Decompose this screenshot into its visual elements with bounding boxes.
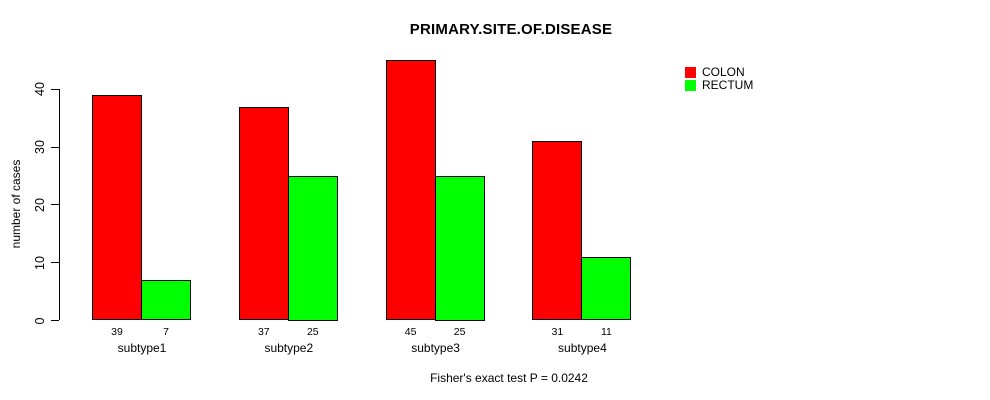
legend-item-rectum: RECTUM	[685, 79, 753, 92]
legend-label: RECTUM	[702, 78, 754, 92]
annotation-text: Fisher's exact test P = 0.0242	[430, 371, 588, 385]
legend: COLON RECTUM	[685, 66, 753, 92]
x-axis-category-label: subtype1	[117, 341, 167, 355]
legend-label: COLON	[702, 65, 745, 79]
x-axis-category-label: subtype4	[558, 341, 607, 355]
bar-rectum-subtype4	[581, 256, 632, 321]
bar-count-label: 25	[453, 326, 466, 338]
y-axis-tick-label: 30	[33, 140, 47, 155]
bar-colon-subtype2	[238, 106, 289, 321]
bar-colon-subtype3	[385, 60, 436, 321]
y-axis-line	[59, 89, 60, 321]
y-axis-tick-label: 0	[33, 317, 47, 324]
bar-count-label: 31	[551, 326, 564, 338]
y-axis-tick	[51, 88, 59, 90]
y-axis-tick	[51, 146, 59, 148]
bar-rectum-subtype2	[287, 176, 338, 321]
bar-count-label: 45	[404, 326, 417, 338]
bar-count-label: 7	[163, 326, 169, 338]
bar-colon-subtype4	[532, 141, 583, 321]
y-axis-tick-label: 20	[33, 197, 47, 212]
bar-count-label: 11	[600, 326, 612, 338]
y-axis-tick	[51, 262, 59, 264]
bar-count-label: 25	[306, 326, 319, 338]
legend-swatch-icon	[685, 80, 696, 91]
bar-rectum-subtype1	[141, 280, 191, 321]
y-axis-tick-label: 40	[33, 82, 47, 97]
legend-item-colon: COLON	[685, 66, 753, 79]
bar-rectum-subtype3	[434, 176, 485, 321]
x-axis-category-label: subtype3	[411, 341, 460, 355]
y-axis-title: number of cases	[9, 159, 23, 249]
bar-count-label: 37	[257, 326, 270, 338]
bar-count-label: 39	[111, 326, 123, 338]
y-axis-tick	[51, 320, 59, 321]
y-axis-tick-label: 10	[33, 255, 47, 270]
bar-colon-subtype1	[92, 95, 142, 321]
y-axis-tick	[51, 204, 59, 206]
chart-title: PRIMARY.SITE.OF.DISEASE	[409, 21, 613, 38]
x-axis-category-label: subtype2	[264, 341, 314, 355]
legend-swatch-icon	[685, 67, 696, 78]
